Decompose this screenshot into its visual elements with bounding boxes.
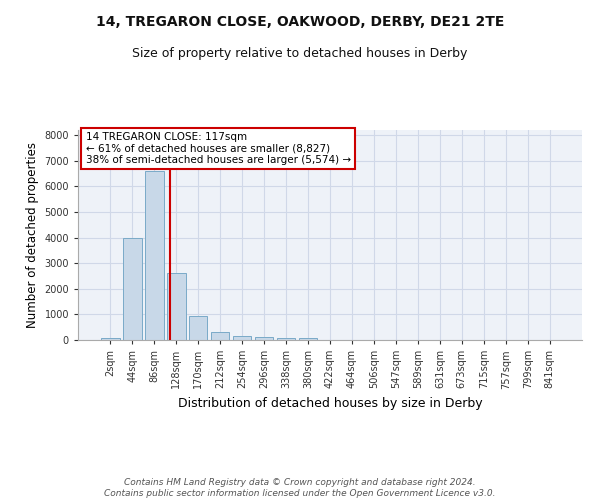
Text: Size of property relative to detached houses in Derby: Size of property relative to detached ho… <box>133 48 467 60</box>
Text: 14, TREGARON CLOSE, OAKWOOD, DERBY, DE21 2TE: 14, TREGARON CLOSE, OAKWOOD, DERBY, DE21… <box>96 15 504 29</box>
Bar <box>123 238 142 340</box>
Bar <box>167 273 185 340</box>
Text: Contains HM Land Registry data © Crown copyright and database right 2024.
Contai: Contains HM Land Registry data © Crown c… <box>104 478 496 498</box>
X-axis label: Distribution of detached houses by size in Derby: Distribution of detached houses by size … <box>178 397 482 410</box>
Y-axis label: Number of detached properties: Number of detached properties <box>26 142 39 328</box>
Bar <box>101 338 119 340</box>
Bar <box>145 171 164 340</box>
Bar <box>299 338 317 340</box>
Bar <box>277 338 295 340</box>
Bar <box>233 336 251 340</box>
Text: 14 TREGARON CLOSE: 117sqm
← 61% of detached houses are smaller (8,827)
38% of se: 14 TREGARON CLOSE: 117sqm ← 61% of detac… <box>86 132 350 166</box>
Bar <box>211 332 229 340</box>
Bar <box>189 316 208 340</box>
Bar <box>255 338 274 340</box>
